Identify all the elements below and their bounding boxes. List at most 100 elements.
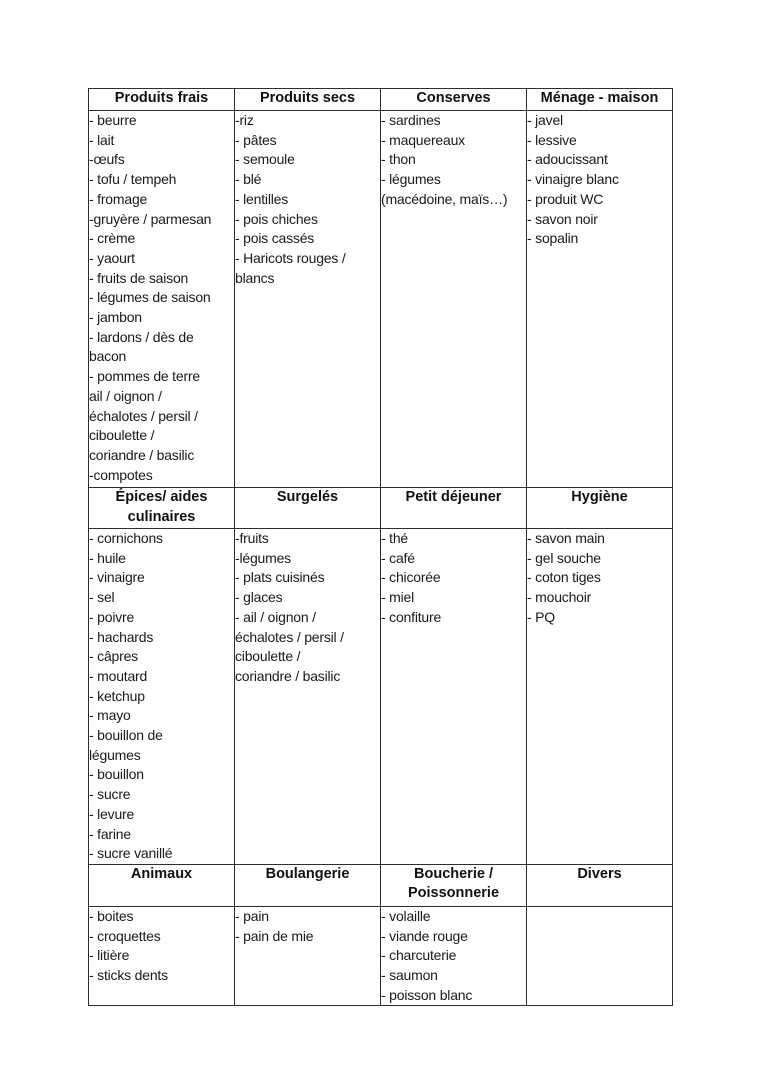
- section-header-cell: Produits secs: [234, 88, 381, 111]
- list-item: - câpres: [89, 648, 139, 665]
- list-item: - thon: [381, 151, 416, 168]
- list-item: - légumes: [381, 171, 441, 188]
- list-item: - levure: [89, 805, 135, 822]
- list-item: - viande rouge: [381, 927, 468, 944]
- list-item: - gel souche: [527, 549, 602, 566]
- category-items-cell: [526, 905, 673, 1007]
- list-item: légumes: [89, 746, 141, 763]
- list-item: - blé: [235, 171, 262, 188]
- list-item: - légumes de saison: [89, 289, 211, 306]
- list-item: -fruits: [235, 530, 269, 546]
- list-item: -compotes: [89, 466, 153, 483]
- list-item: - vinaigre blanc: [527, 171, 619, 188]
- list-item: - beurre: [89, 112, 137, 128]
- list-item: - maquereaux: [381, 131, 466, 148]
- list-item: - sucre: [89, 786, 131, 803]
- section-content-row: - cornichons - huile - vinaigre - sel - poiv…: [88, 528, 673, 865]
- list-item: - ail / oignon /: [235, 608, 317, 625]
- list-item: - pommes de terre: [89, 368, 201, 385]
- list-item: -gruyère / parmesan: [89, 210, 212, 227]
- section-header-text: Boulangerie: [265, 865, 350, 882]
- list-item: - miel: [381, 589, 415, 606]
- list-item: - thé: [381, 530, 409, 546]
- section-header-cell: Boulangerie: [234, 863, 381, 907]
- list-item: - PQ: [527, 608, 556, 625]
- section-header-row: Animaux Boulangerie Boucherie / Poissonneri…: [88, 863, 673, 907]
- list-item: - pâtes: [235, 131, 277, 148]
- list-item: - adoucissant: [527, 151, 608, 168]
- category-items-cell: - boites - croquettes - litière - sticks de…: [88, 905, 235, 1007]
- list-item: - glaces: [235, 589, 283, 606]
- section-header-cell: Boucherie / Poissonnerie: [380, 863, 527, 907]
- list-item: coriandre / basilic: [235, 667, 341, 684]
- category-items-cell: - cornichons - huile - vinaigre - sel - poiv…: [88, 528, 235, 865]
- section-header-cell: Petit déjeuner: [380, 487, 527, 529]
- list-item: (macédoine, maïs…): [381, 190, 508, 207]
- list-item: - boites: [89, 907, 134, 924]
- list-item: - sticks dents: [89, 967, 169, 984]
- list-item: - plats cuisinés: [235, 569, 325, 586]
- list-item: - sopalin: [527, 230, 579, 247]
- list-item: - saumon: [381, 967, 438, 984]
- section-header-text: Boucherie /: [414, 865, 493, 882]
- list-item: échalotes / persil /: [235, 628, 345, 645]
- list-item: - vinaigre: [89, 569, 145, 586]
- section-header-cell: Épices/ aides culinaires: [88, 487, 235, 529]
- list-item: - pain: [235, 907, 270, 924]
- section-header-text: Hygiène: [571, 489, 628, 505]
- list-item: - litière: [89, 947, 130, 964]
- list-item: - sucre vanillé: [89, 845, 173, 862]
- category-items-cell: -riz - pâtes - semoule - blé - lentilles - po…: [234, 110, 381, 488]
- list-item: - Haricots rouges /: [235, 249, 346, 266]
- list-item: - crème: [89, 230, 136, 247]
- list-item: ail / oignon /: [89, 387, 162, 404]
- section-header-cell: Animaux: [88, 863, 235, 907]
- category-items-cell: - thé - café - chicorée - miel - confiture: [380, 528, 527, 865]
- list-item: blancs: [235, 269, 275, 286]
- section-header-cell: Divers: [526, 863, 673, 907]
- list-item: échalotes / persil /: [89, 407, 199, 424]
- list-item: - tofu / tempeh: [89, 171, 177, 188]
- section-header-text: Produits frais: [114, 90, 209, 106]
- list-item: - cornichons: [89, 530, 164, 546]
- list-item: - savon noir: [527, 210, 598, 227]
- list-item: - jambon: [89, 309, 143, 326]
- list-item: - pois chiches: [235, 210, 318, 227]
- list-item: -légumes: [235, 549, 292, 566]
- list-item: - bouillon: [89, 766, 145, 783]
- list-item: -œufs: [89, 151, 125, 168]
- category-items-cell: - sardines - maquereaux - thon - légumes (ma…: [380, 110, 527, 488]
- section-header-cell: Ménage - maison: [526, 88, 673, 111]
- list-item: - confiture: [381, 608, 442, 625]
- section-content-row: - boites - croquettes - litière - sticks de…: [88, 905, 673, 1007]
- section-header-cell: Conserves: [380, 88, 527, 111]
- list-item: - savon main: [527, 530, 605, 546]
- list-item: - bouillon de: [89, 727, 163, 744]
- section-header-row: Produits frais Produits secs Conserves Ména…: [88, 88, 673, 111]
- section-header-cell: Produits frais: [88, 88, 235, 111]
- list-item: ciboulette /: [235, 648, 301, 665]
- category-items-cell: -fruits -légumes - plats cuisinés - glaces -…: [234, 528, 381, 865]
- list-item: - mouchoir: [527, 589, 592, 606]
- section-header-text: Épices/ aides: [115, 489, 208, 505]
- list-item: - fruits de saison: [89, 269, 189, 286]
- list-item: - sardines: [381, 112, 441, 128]
- list-item: - produit WC: [527, 190, 604, 207]
- grocery-table-body: Produits frais Produits secs Conserves Ména…: [88, 88, 673, 1007]
- list-item: - sel: [89, 589, 115, 606]
- category-items-cell: - javel - lessive - adoucissant - vinaigre …: [526, 110, 673, 488]
- list-item: - chicorée: [381, 569, 441, 586]
- list-item: - ketchup: [89, 687, 145, 704]
- section-header-cell: Surgelés: [234, 487, 381, 529]
- category-items-cell: - savon main - gel souche - coton tiges - m…: [526, 528, 673, 865]
- list-item: - lardons / dès de: [89, 328, 194, 345]
- list-item: - café: [381, 549, 416, 566]
- section-header-text: culinaires: [127, 508, 196, 525]
- list-item: - poisson blanc: [381, 986, 473, 1003]
- list-item: - javel: [527, 112, 564, 128]
- list-item: - farine: [89, 825, 132, 842]
- section-header-text: Ménage - maison: [540, 90, 659, 106]
- section-header-text: Surgelés: [276, 489, 339, 505]
- category-items-cell: - beurre - lait -œufs - tofu / tempeh - from…: [88, 110, 235, 488]
